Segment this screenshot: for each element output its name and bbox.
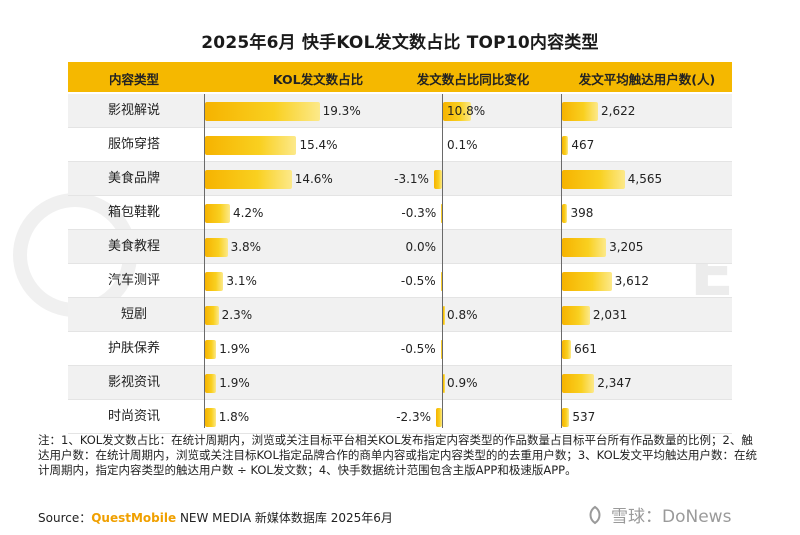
- footnotes: 注：1、KOL发文数占比：在统计周期内，浏览或关注目标平台相关KOL发布指定内容…: [38, 433, 758, 477]
- header-content-type: 内容类型: [108, 72, 159, 87]
- yoy-value: 0.0%: [405, 240, 437, 254]
- source-prefix: Source：: [38, 511, 92, 525]
- axis-line-1: [204, 94, 205, 428]
- row-divider: [68, 331, 732, 332]
- reach-bar: [562, 102, 599, 121]
- yoy-bar: [440, 272, 442, 291]
- reach-bar: [562, 408, 570, 427]
- row-divider: [68, 365, 732, 366]
- share-value: 14.6%: [294, 172, 333, 186]
- xueqiu-logo-icon: [589, 505, 601, 524]
- yoy-value: 0.9%: [447, 376, 478, 390]
- category-label: 美食教程: [107, 239, 160, 254]
- reach-bar: [562, 170, 625, 189]
- source-line: Source：QuestMobile NEW MEDIA 新媒体数据库 2025…: [38, 509, 393, 526]
- yoy-value: 0.1%: [447, 138, 478, 152]
- header-kol-share: KOL发文数占比: [272, 72, 364, 87]
- share-value: 3.1%: [226, 274, 257, 288]
- row-divider: [68, 263, 732, 264]
- row-divider: [68, 127, 732, 128]
- share-bar: [205, 408, 216, 427]
- reach-bar: [562, 374, 595, 393]
- category-label: 影视资讯: [107, 375, 160, 390]
- yoy-bar: [443, 374, 446, 393]
- yoy-value: -0.5%: [400, 342, 436, 356]
- yoy-value: -3.1%: [394, 172, 429, 186]
- share-bar: [205, 170, 292, 189]
- share-value: 1.9%: [219, 376, 250, 390]
- share-bar: [205, 136, 297, 155]
- share-bar: [205, 238, 228, 257]
- category-label: 服饰穿搭: [107, 137, 160, 152]
- category-label: 箱包鞋靴: [107, 205, 160, 220]
- watermark-text: 雪球：DoNews: [611, 507, 732, 527]
- xueqiu-watermark: 雪球：DoNews: [585, 502, 731, 527]
- reach-value: 2,347: [597, 376, 632, 390]
- row-divider: [68, 433, 732, 434]
- yoy-value: -0.3%: [401, 206, 437, 220]
- share-value: 15.4%: [299, 138, 338, 152]
- reach-value: 3,205: [609, 240, 644, 254]
- row-divider: [68, 399, 732, 400]
- share-bar: [205, 272, 224, 291]
- share-bar: [205, 340, 217, 359]
- yoy-bar: [436, 408, 442, 427]
- row-stripe: [68, 94, 732, 128]
- category-label: 汽车测评: [107, 273, 160, 288]
- table-header: 内容类型 KOL发文数占比 发文数占比同比变化 发文平均触达用户数(人): [68, 62, 732, 92]
- share-bar: [205, 374, 217, 393]
- share-value: 3.8%: [230, 240, 262, 254]
- row-stripe: [68, 230, 732, 264]
- category-label: 时尚资讯: [107, 409, 160, 424]
- category-label: 短剧: [120, 307, 147, 322]
- yoy-value: -2.3%: [396, 410, 432, 424]
- reach-value: 2,031: [592, 308, 628, 322]
- share-value: 1.8%: [218, 410, 250, 424]
- chart-title: 2025年6月 快手KOL发文数占比 TOP10内容类型: [201, 33, 599, 53]
- reach-value: 4,565: [627, 172, 663, 186]
- yoy-value: 10.8%: [447, 104, 486, 118]
- header-avg-reach: 发文平均触达用户数(人): [578, 72, 716, 87]
- reach-value: 537: [572, 410, 596, 424]
- category-label: 影视解说: [107, 103, 160, 118]
- share-value: 4.2%: [232, 206, 264, 220]
- reach-bar: [562, 204, 568, 223]
- row-divider: [68, 195, 732, 196]
- yoy-bar: [443, 306, 446, 325]
- reach-value: 661: [574, 342, 597, 356]
- yoy-bar: [441, 204, 442, 223]
- source-brand: QuestMobile: [91, 511, 177, 525]
- yoy-value: -0.5%: [400, 274, 436, 288]
- axis-line-3: [561, 94, 562, 428]
- share-bar: [205, 102, 320, 121]
- yoy-bar: [443, 102, 472, 121]
- share-value: 2.3%: [221, 308, 253, 322]
- reach-value: 398: [570, 206, 594, 220]
- category-label: 美食品牌: [107, 171, 160, 186]
- reach-bar: [562, 238, 607, 257]
- reach-value: 3,612: [614, 274, 650, 288]
- row-divider: [68, 161, 732, 162]
- header-yoy-change: 发文数占比同比变化: [416, 72, 530, 87]
- yoy-bar: [440, 340, 442, 359]
- reach-bar: [562, 272, 612, 291]
- reach-value: 2,622: [601, 104, 636, 118]
- share-value: 1.9%: [219, 342, 250, 356]
- row-stripe: [68, 366, 732, 400]
- row-divider: [68, 229, 732, 230]
- yoy-value: 0.8%: [447, 308, 478, 322]
- row-stripe: [68, 298, 732, 332]
- yoy-bar: [433, 170, 442, 189]
- reach-bar: [562, 340, 572, 359]
- source-suffix: NEW MEDIA 新媒体数据库 2025年6月: [176, 511, 393, 525]
- share-bar: [205, 204, 230, 223]
- reach-value: 467: [571, 138, 595, 152]
- reach-bar: [562, 136, 569, 155]
- axis-line-2: [442, 94, 443, 428]
- reach-bar: [562, 306, 590, 325]
- share-value: 19.3%: [322, 104, 361, 118]
- row-divider: [68, 297, 732, 298]
- share-bar: [205, 306, 219, 325]
- category-label: 护肤保养: [107, 341, 160, 356]
